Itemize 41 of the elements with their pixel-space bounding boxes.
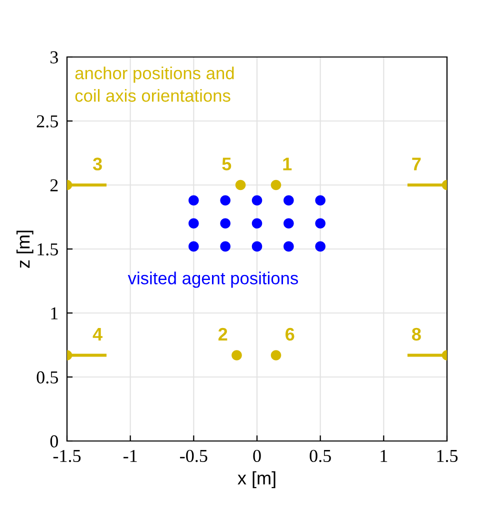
y-tick-label: 1.5 [38, 243, 58, 256]
point [188, 195, 199, 206]
point [252, 218, 262, 229]
y-tick-label: 2 [50, 179, 58, 192]
y-tick-label: 1 [51, 307, 58, 320]
y-tick-label: 3 [50, 51, 58, 64]
annotation: 7 [412, 158, 421, 170]
point [315, 218, 326, 229]
annotation: 8 [412, 328, 421, 341]
point [220, 218, 230, 229]
point [284, 241, 294, 252]
x-tick-label: 1.5 [437, 450, 458, 462]
point [252, 241, 262, 252]
point [315, 241, 326, 252]
x-tick-label: -0.5 [180, 450, 208, 462]
y-axis-title: z [m] [16, 230, 34, 268]
point [284, 218, 294, 229]
annotation: 3 [92, 158, 102, 170]
annotation: 6 [286, 328, 294, 341]
x-tick-label: -1.5 [53, 450, 81, 462]
point [220, 195, 230, 206]
point [252, 195, 262, 206]
annotation: 1 [283, 158, 292, 170]
x-tick-label: -1 [123, 450, 137, 462]
y-tick-label: 2.5 [36, 115, 58, 128]
point [220, 241, 230, 252]
point [188, 241, 199, 252]
x-tick-label: 0 [253, 450, 261, 462]
annotation: visited agent positions [128, 272, 298, 288]
point [284, 195, 294, 206]
annotation: 4 [92, 328, 102, 340]
y-tick-label: 0 [50, 435, 58, 448]
x-axis-title: x [m] [238, 471, 276, 488]
y-tick-label: 0.5 [36, 371, 58, 384]
annotation: 2 [218, 328, 228, 340]
annotation: 5 [222, 158, 232, 170]
annotation: anchor positions and coil axis orientations [75, 66, 234, 102]
point [315, 195, 326, 206]
x-tick-label: 1 [380, 450, 388, 462]
x-tick-label: 0.5 [310, 450, 331, 462]
point [188, 218, 199, 229]
